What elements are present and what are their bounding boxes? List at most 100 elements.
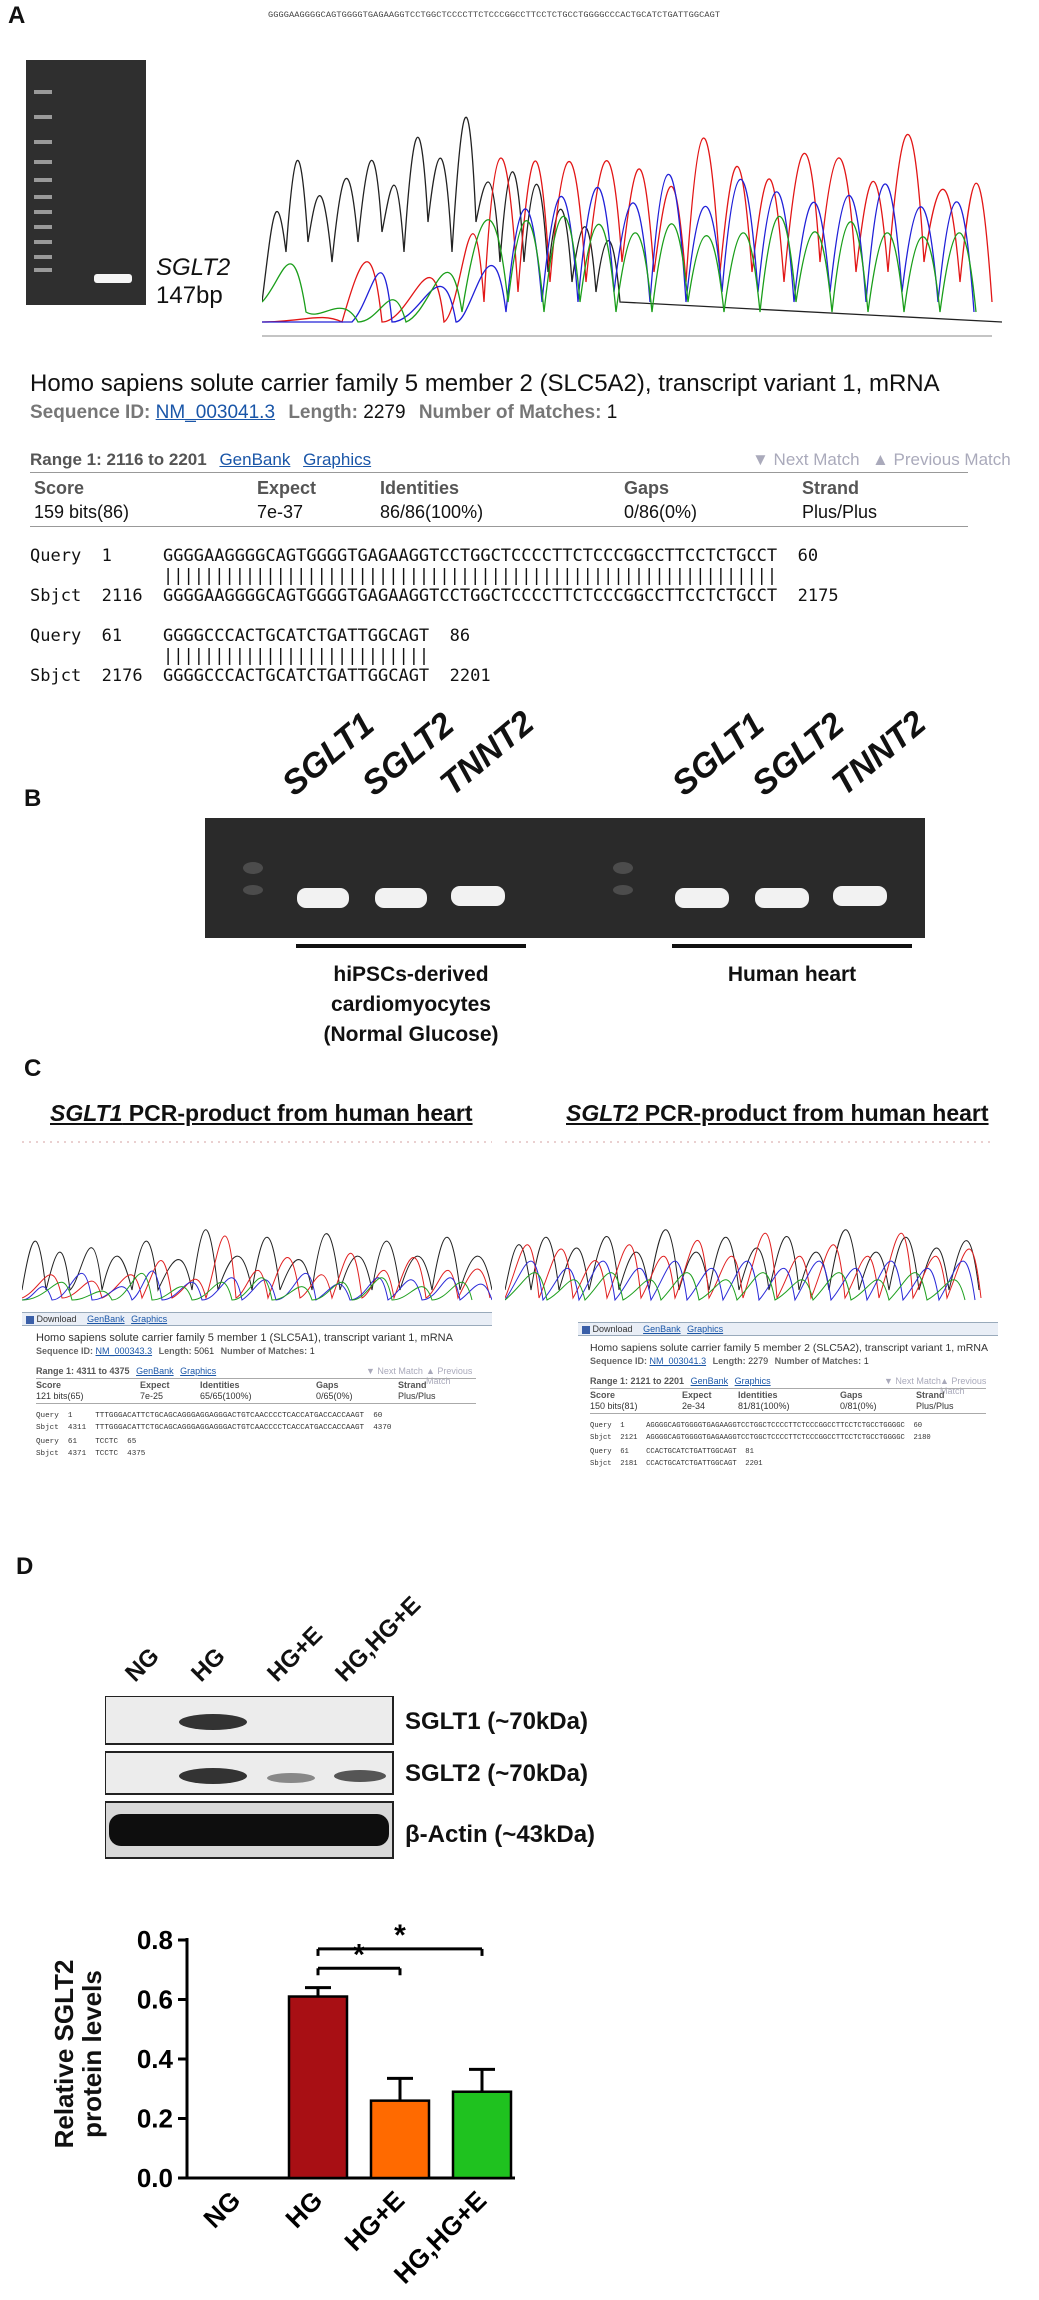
x-tick-label: NG <box>197 2185 246 2234</box>
left-blast-toolbar: Download GenBank Graphics <box>22 1312 492 1326</box>
band-right-1 <box>675 888 729 908</box>
bar <box>287 1995 349 2180</box>
lane-left-tnnt2: TNNT2 <box>432 703 542 804</box>
blot-sglt2-strip <box>105 1751 394 1795</box>
y-tick-label: 0.6 <box>137 1985 173 2015</box>
length-label: Length: <box>288 402 358 423</box>
group-label-right: Human heart <box>727 963 857 986</box>
blot-sglt2-hg <box>179 1768 247 1784</box>
right-title-gene: SGLT2 <box>566 1100 639 1126</box>
left-next-match[interactable]: ▼ Next Match <box>366 1366 423 1376</box>
bar <box>369 2099 431 2180</box>
value-expect: 7e-37 <box>257 502 304 522</box>
left-download-link[interactable]: Download <box>36 1314 77 1324</box>
right-length: 2279 <box>748 1356 769 1366</box>
value-score: 159 bits(86) <box>34 502 130 522</box>
group-label-left-3: (Normal Glucose) <box>323 1023 499 1046</box>
panel-c-left-blast: Download GenBank Graphics Homo sapiens s… <box>22 1312 492 1487</box>
right-s2: Sbjct 2181 CCACTGCATCTGATTGGCAGT 2201 <box>590 1460 763 1468</box>
right-h-gaps: Gaps <box>840 1390 863 1400</box>
chromatogram-c-left <box>22 1141 492 1301</box>
panel-a-gel-bands <box>34 90 132 283</box>
wb-lane-hg: HG <box>186 1642 231 1688</box>
right-v-strand: Plus/Plus <box>916 1401 954 1411</box>
left-q2: Query 61 TCCTC 65 <box>36 1438 137 1446</box>
band-left-3 <box>451 886 505 906</box>
right-download-link[interactable]: Download <box>592 1324 633 1334</box>
group-line-right <box>672 944 912 948</box>
seqid-link[interactable]: NM_003041.3 <box>155 402 276 423</box>
previous-match[interactable]: ▲ Previous Match <box>872 450 1011 469</box>
next-match[interactable]: ▼ Next Match <box>752 450 860 469</box>
panel-c-left-title: SGLT1 PCR-product from human heart <box>50 1100 473 1127</box>
y-tick-label: 0.2 <box>137 2104 173 2134</box>
left-length-label: Length: <box>158 1346 192 1356</box>
blast-a-meta: Sequence ID: NM_003041.3 Length: 2279 Nu… <box>30 402 617 424</box>
chromatogram-sequence: GGGGAAGGGGCAGTGGGGTGAGAAGGTCCTGGCTCCCCTT… <box>268 10 721 20</box>
chromatogram-a <box>262 116 1002 337</box>
right-q2: Query 61 CCACTGCATCTGATTGGCAGT 81 <box>590 1448 754 1456</box>
right-length-label: Length: <box>712 1356 746 1366</box>
right-graphics-link[interactable]: Graphics <box>687 1324 724 1334</box>
left-length: 5061 <box>194 1346 215 1356</box>
right-h-expect: Expect <box>682 1390 712 1400</box>
sig-star: * <box>353 1938 365 1971</box>
graphics-link[interactable]: Graphics <box>303 450 372 469</box>
blot-label-sglt2: SGLT2 (~70kDa) <box>405 1760 588 1787</box>
blot-actin-bands <box>109 1814 389 1846</box>
left-matches-label: Number of Matches: <box>220 1346 308 1356</box>
left-v-score: 121 bits(65) <box>36 1391 84 1401</box>
blast-a-range-row: Range 1: 2116 to 2201 GenBank Graphics <box>30 450 371 470</box>
lane-right-sglt2: SGLT2 <box>744 705 852 804</box>
trace-green <box>262 215 977 323</box>
left-prev-match[interactable]: ▲ Previous Match <box>426 1366 473 1386</box>
right-matches: 1 <box>863 1356 869 1366</box>
blast-a-title: Homo sapiens solute carrier family 5 mem… <box>30 370 940 397</box>
panel-c-right-title: SGLT2 PCR-product from human heart <box>566 1100 989 1127</box>
header-expect: Expect <box>257 478 317 498</box>
left-genbank-link[interactable]: GenBank <box>87 1314 125 1324</box>
genbank-link[interactable]: GenBank <box>219 450 291 469</box>
left-blast-title: Homo sapiens solute carrier family 5 mem… <box>36 1332 453 1344</box>
right-genbank-link[interactable]: GenBank <box>643 1324 681 1334</box>
left-range-graphics[interactable]: Graphics <box>180 1366 217 1376</box>
left-graphics-link[interactable]: Graphics <box>131 1314 168 1324</box>
left-title-rest: PCR-product from human heart <box>122 1100 473 1126</box>
group-label-left: hiPSCs-derived cardiomyocytes (Normal Gl… <box>296 960 526 1050</box>
lane-right-sglt1: SGLT1 <box>664 705 772 804</box>
left-range: Range 1: 4311 to 4375 <box>36 1366 130 1376</box>
lane-right-tnnt2: TNNT2 <box>824 703 934 804</box>
right-next-match[interactable]: ▼ Next Match <box>884 1376 941 1386</box>
header-gaps: Gaps <box>624 478 670 498</box>
left-range-genbank[interactable]: GenBank <box>136 1366 174 1376</box>
band-right-3 <box>833 886 887 906</box>
bar <box>451 2090 513 2180</box>
bar-chart: 0.00.20.40.60.8NG HG HG+EHG,HG+E** <box>137 1919 515 2290</box>
header-identities: Identities <box>380 478 460 498</box>
right-range-graphics[interactable]: Graphics <box>734 1376 771 1386</box>
lane-left-sglt1: SGLT1 <box>274 705 382 804</box>
left-q1: Query 1 TTTGGGACATTCTGCAGCAGGGAGGAGGGACT… <box>36 1412 383 1420</box>
right-h-ident: Identities <box>738 1390 778 1400</box>
blot-sglt2-hge <box>267 1773 315 1783</box>
left-v-gaps: 0/65(0%) <box>316 1391 353 1401</box>
left-h-strand: Strand <box>398 1380 427 1390</box>
right-blast-title: Homo sapiens solute carrier family 5 mem… <box>590 1342 988 1354</box>
right-range-genbank[interactable]: GenBank <box>690 1376 729 1386</box>
alignment-query-1: Query 1 GGGGAAGGGGCAGTGGGGTGAGAAGGTCCTGG… <box>30 546 819 566</box>
right-prev-match[interactable]: ▲ Previous Match <box>940 1376 987 1396</box>
left-v-ident: 65/65(100%) <box>200 1391 252 1401</box>
blot-sglt2-hghge <box>334 1770 386 1782</box>
wb-lane-ng: NG <box>120 1642 165 1688</box>
group-line-left <box>296 944 526 948</box>
right-seqid-link[interactable]: NM_003041.3 <box>649 1356 707 1366</box>
trace-black <box>262 116 1002 323</box>
western-blot <box>105 1696 394 1859</box>
matches-value: 1 <box>606 402 618 423</box>
ladder-left <box>243 862 263 874</box>
left-h-ident: Identities <box>200 1380 240 1390</box>
header-score: Score <box>34 478 85 498</box>
panel-c-right-blast: Download GenBank Graphics Homo sapiens s… <box>578 1322 998 1492</box>
value-strand: Plus/Plus <box>802 502 878 522</box>
left-seqid-link[interactable]: NM_000343.3 <box>95 1346 153 1356</box>
